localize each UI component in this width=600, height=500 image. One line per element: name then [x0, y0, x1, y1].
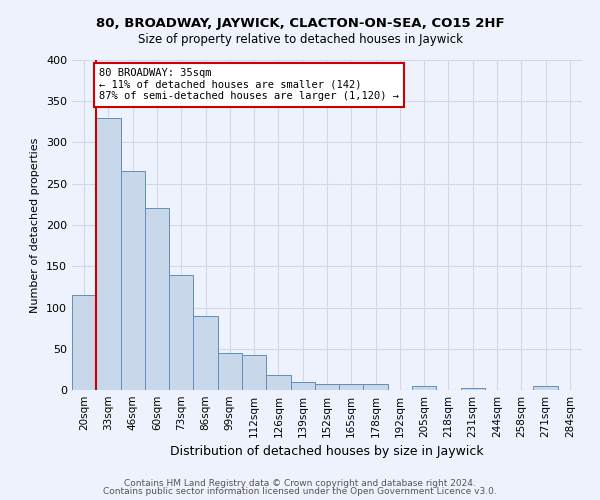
Bar	[72, 295, 96, 390]
Bar	[193, 316, 218, 390]
Bar	[315, 384, 339, 390]
Text: 80 BROADWAY: 35sqm
← 11% of detached houses are smaller (142)
87% of semi-detach: 80 BROADWAY: 35sqm ← 11% of detached hou…	[99, 68, 399, 102]
Bar	[533, 386, 558, 390]
Text: Contains HM Land Registry data © Crown copyright and database right 2024.: Contains HM Land Registry data © Crown c…	[124, 478, 476, 488]
Bar	[242, 356, 266, 390]
X-axis label: Distribution of detached houses by size in Jaywick: Distribution of detached houses by size …	[170, 446, 484, 458]
Bar	[339, 384, 364, 390]
Bar	[121, 172, 145, 390]
Bar	[96, 118, 121, 390]
Text: 80, BROADWAY, JAYWICK, CLACTON-ON-SEA, CO15 2HF: 80, BROADWAY, JAYWICK, CLACTON-ON-SEA, C…	[95, 18, 505, 30]
Bar	[461, 388, 485, 390]
Y-axis label: Number of detached properties: Number of detached properties	[31, 138, 40, 312]
Text: Contains public sector information licensed under the Open Government Licence v3: Contains public sector information licen…	[103, 487, 497, 496]
Bar	[412, 386, 436, 390]
Bar	[218, 353, 242, 390]
Bar	[290, 382, 315, 390]
Bar	[145, 208, 169, 390]
Text: Size of property relative to detached houses in Jaywick: Size of property relative to detached ho…	[137, 32, 463, 46]
Bar	[266, 375, 290, 390]
Bar	[364, 384, 388, 390]
Bar	[169, 274, 193, 390]
